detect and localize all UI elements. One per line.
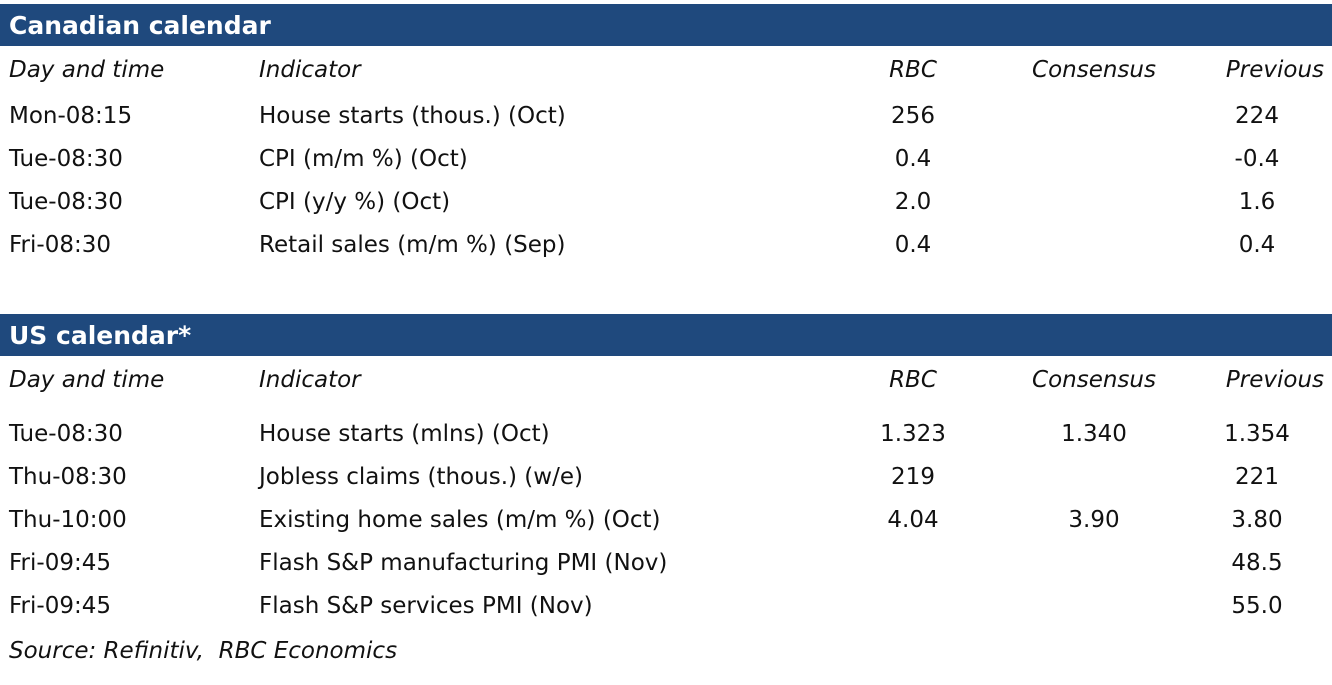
cell-indicator: House starts (mlns) (Oct) — [259, 420, 550, 447]
table-row: Fri-09:45 Flash S&P services PMI (Nov) 5… — [0, 584, 1332, 627]
economic-calendar-page: Canadian calendar Day and time Indicator… — [0, 4, 1332, 664]
cell-indicator: Flash S&P services PMI (Nov) — [259, 592, 593, 619]
cell-previous: 55.0 — [1231, 592, 1283, 619]
cell-rbc: 2.0 — [894, 188, 932, 215]
column-header-previous: Previous — [1225, 57, 1324, 83]
cell-consensus — [1006, 180, 1182, 223]
column-header-rbc: RBC — [889, 367, 937, 393]
cell-previous: 221 — [1235, 463, 1279, 490]
column-header-consensus: Consensus — [1032, 367, 1156, 393]
table-row: Fri-08:30 Retail sales (m/m %) (Sep) 0.4… — [0, 223, 1332, 266]
source-note: Source: Refinitiv, RBC Economics — [9, 638, 398, 664]
cell-rbc: 256 — [891, 102, 935, 129]
us-calendar-title: US calendar* — [9, 320, 192, 350]
us-calendar-title-bar: US calendar* — [0, 314, 1332, 356]
cell-previous: 1.6 — [1238, 188, 1276, 215]
cell-indicator: Flash S&P manufacturing PMI (Nov) — [259, 549, 668, 576]
cell-day: Mon-08:15 — [9, 102, 133, 129]
cell-day: Fri-09:45 — [9, 592, 111, 619]
cell-indicator: Retail sales (m/m %) (Sep) — [259, 231, 566, 258]
cell-day: Tue-08:30 — [9, 420, 123, 447]
cell-indicator: Jobless claims (thous.) (w/e) — [259, 463, 583, 490]
cell-previous: 48.5 — [1231, 549, 1283, 576]
column-header-day-and-time: Day and time — [9, 57, 165, 83]
cell-indicator: Existing home sales (m/m %) (Oct) — [259, 506, 661, 533]
table-row: Tue-08:30 House starts (mlns) (Oct) 1.32… — [0, 412, 1332, 455]
table-row: Tue-08:30 CPI (y/y %) (Oct) 2.0 1.6 — [0, 180, 1332, 223]
cell-consensus: 1.340 — [1061, 420, 1127, 447]
us-calendar-section: US calendar* Day and time Indicator RBC … — [0, 314, 1332, 627]
table-row: Thu-08:30 Jobless claims (thous.) (w/e) … — [0, 455, 1332, 498]
cell-consensus — [1006, 584, 1182, 627]
column-header-previous: Previous — [1225, 367, 1324, 393]
canadian-calendar-title: Canadian calendar — [9, 10, 271, 40]
cell-rbc: 219 — [891, 463, 935, 490]
cell-consensus — [1006, 94, 1182, 137]
table-row: Thu-10:00 Existing home sales (m/m %) (O… — [0, 498, 1332, 541]
table-row: Tue-08:30 CPI (m/m %) (Oct) 0.4 -0.4 — [0, 137, 1332, 180]
column-header-rbc: RBC — [889, 57, 937, 83]
cell-day: Thu-08:30 — [9, 463, 127, 490]
column-header-indicator: Indicator — [259, 367, 361, 393]
cell-rbc: 1.323 — [880, 420, 946, 447]
us-calendar-column-headers: Day and time Indicator RBC Consensus Pre… — [0, 356, 1332, 404]
cell-consensus — [1006, 137, 1182, 180]
cell-indicator: CPI (y/y %) (Oct) — [259, 188, 451, 215]
canadian-calendar-title-bar: Canadian calendar — [0, 4, 1332, 46]
us-calendar-rows: Tue-08:30 House starts (mlns) (Oct) 1.32… — [0, 412, 1332, 627]
cell-consensus — [1006, 541, 1182, 584]
column-header-day-and-time: Day and time — [9, 367, 165, 393]
table-row: Fri-09:45 Flash S&P manufacturing PMI (N… — [0, 541, 1332, 584]
cell-rbc: 4.04 — [887, 506, 939, 533]
cell-previous: 1.354 — [1224, 420, 1290, 447]
cell-consensus: 3.90 — [1068, 506, 1120, 533]
column-header-consensus: Consensus — [1032, 57, 1156, 83]
cell-rbc: 0.4 — [894, 145, 932, 172]
cell-day: Fri-09:45 — [9, 549, 111, 576]
cell-previous: 0.4 — [1238, 231, 1276, 258]
cell-indicator: House starts (thous.) (Oct) — [259, 102, 566, 129]
cell-consensus — [1006, 223, 1182, 266]
cell-day: Thu-10:00 — [9, 506, 127, 533]
cell-day: Tue-08:30 — [9, 145, 123, 172]
table-row: Mon-08:15 House starts (thous.) (Oct) 25… — [0, 94, 1332, 137]
cell-indicator: CPI (m/m %) (Oct) — [259, 145, 468, 172]
column-header-indicator: Indicator — [259, 57, 361, 83]
cell-consensus — [1006, 455, 1182, 498]
cell-previous: -0.4 — [1234, 145, 1280, 172]
cell-day: Tue-08:30 — [9, 188, 123, 215]
cell-day: Fri-08:30 — [9, 231, 111, 258]
canadian-calendar-section: Canadian calendar Day and time Indicator… — [0, 4, 1332, 266]
cell-rbc — [820, 584, 1006, 627]
cell-rbc: 0.4 — [894, 231, 932, 258]
cell-rbc — [820, 541, 1006, 584]
canadian-calendar-column-headers: Day and time Indicator RBC Consensus Pre… — [0, 46, 1332, 94]
cell-previous: 3.80 — [1231, 506, 1283, 533]
cell-previous: 224 — [1235, 102, 1279, 129]
canadian-calendar-rows: Mon-08:15 House starts (thous.) (Oct) 25… — [0, 94, 1332, 266]
